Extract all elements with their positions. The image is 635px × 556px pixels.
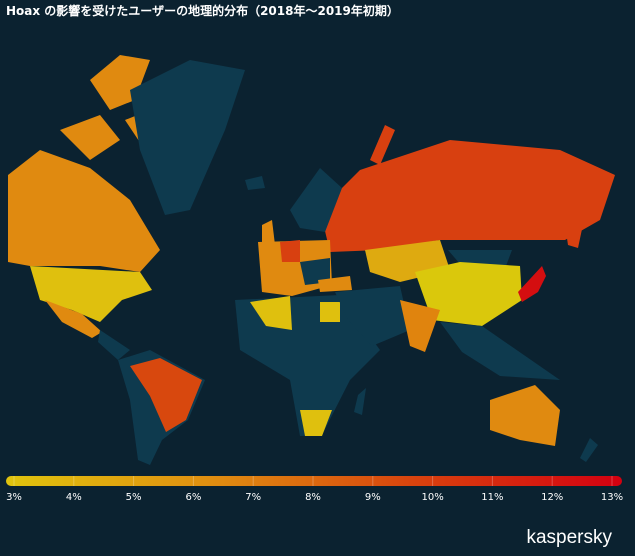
uk (262, 220, 275, 246)
tick-label: 10% (421, 492, 443, 503)
australia (490, 385, 560, 446)
iceland (245, 176, 265, 190)
madagascar (354, 388, 366, 415)
tick-label: 13% (601, 492, 623, 503)
southeast-asia (440, 322, 560, 380)
algeria (250, 296, 292, 330)
usa (30, 266, 152, 322)
south-africa (300, 410, 332, 436)
india (400, 300, 440, 352)
russia (320, 125, 615, 252)
scandinavia (290, 168, 342, 232)
world-map (8, 55, 615, 465)
brazil (130, 358, 202, 432)
africa (235, 295, 380, 436)
mongolia (448, 250, 512, 266)
central-europe (280, 240, 300, 262)
tick-label: 3% (6, 492, 22, 503)
tick-label: 8% (305, 492, 321, 503)
new-zealand (580, 438, 598, 462)
logo: kaspersky (526, 527, 612, 548)
turkey (318, 276, 352, 292)
kamchatka (565, 215, 585, 248)
canada (8, 150, 160, 272)
mexico (45, 300, 102, 338)
tick-label: 11% (481, 492, 503, 503)
tick-label: 5% (126, 492, 142, 503)
tick-label: 7% (245, 492, 261, 503)
middle-east (335, 286, 410, 346)
greenland (130, 60, 245, 215)
color-scale-bar (6, 476, 622, 486)
tick-label: 4% (66, 492, 82, 503)
china (415, 262, 522, 326)
tick-label: 6% (185, 492, 201, 503)
title: Hoax の影響を受けたユーザーの地理的分布（2018年～2019年初期） (6, 3, 399, 18)
central-america (98, 330, 130, 360)
egypt (320, 302, 340, 322)
tick-label: 12% (541, 492, 563, 503)
japan (518, 266, 546, 302)
arctic-islands (60, 55, 150, 160)
tick-label: 9% (365, 492, 381, 503)
eastern-europe (300, 258, 330, 285)
